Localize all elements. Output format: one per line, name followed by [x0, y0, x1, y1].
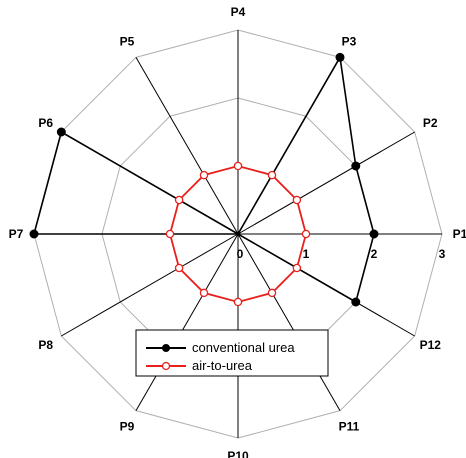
- axis-label-p1: P1: [453, 227, 466, 241]
- tick-label-3: 3: [439, 247, 446, 261]
- axis-line-p5: [135, 57, 239, 235]
- axis-label-p5: P5: [120, 35, 135, 49]
- series-line-conventional-urea: [32, 54, 375, 304]
- axis-label-p4: P4: [231, 5, 246, 19]
- axis-label-p9: P9: [120, 419, 135, 433]
- axis-label-p11: P11: [339, 419, 360, 433]
- point-air-to-urea-p5: [199, 170, 209, 180]
- point-conventional-urea-p6: [56, 127, 66, 137]
- axis-label-p3: P3: [342, 35, 357, 49]
- tick-label-1: 1: [303, 247, 310, 261]
- legend-label-conventional-urea: conventional urea: [192, 340, 295, 355]
- point-air-to-urea-p9: [199, 288, 209, 298]
- point-air-to-urea-p11: [267, 288, 277, 298]
- axis-line-p9: [135, 233, 239, 411]
- axis-label-p10: P10: [227, 449, 249, 458]
- axis-labels: P1 P2 P3 P4 P5 P6 P7 P8 P9 P10 P11 P12: [9, 5, 466, 458]
- point-air-to-urea-p10: [233, 297, 243, 307]
- point-conventional-urea-p3: [335, 52, 345, 62]
- series: [29, 52, 379, 307]
- axis-label-p2: P2: [423, 116, 438, 130]
- axis-label-p7: P7: [9, 227, 24, 241]
- point-conventional-urea-p12: [351, 297, 361, 307]
- legend-marker-air-to-urea: [161, 361, 171, 371]
- axis-label-p8: P8: [38, 338, 53, 352]
- point-conventional-urea-p1: [369, 229, 379, 239]
- axis-line-p8: [61, 233, 239, 337]
- point-air-to-urea-p6: [174, 195, 184, 205]
- legend-marker-conventional-urea: [162, 344, 170, 352]
- legend: conventional urea air-to-urea: [135, 329, 329, 377]
- legend-entry-air-to-urea: air-to-urea: [146, 358, 253, 373]
- point-air-to-urea-p7: [165, 229, 175, 239]
- axis-line-p2: [237, 131, 415, 235]
- tick-labels: 0 1 2 3: [237, 247, 446, 261]
- legend-entry-conventional-urea: conventional urea: [146, 340, 295, 355]
- axis-label-p12: P12: [420, 338, 442, 352]
- tick-label-0: 0: [237, 247, 244, 261]
- point-air-to-urea-p8: [174, 263, 184, 273]
- axis-label-p6: P6: [38, 116, 53, 130]
- point-conventional-urea-p7: [29, 229, 39, 239]
- point-air-to-urea-p4: [233, 161, 243, 171]
- point-air-to-urea-p1: [301, 229, 311, 239]
- point-air-to-urea-p2: [292, 195, 302, 205]
- point-conventional-urea-p2: [351, 161, 361, 171]
- axis-line-p11: [237, 233, 341, 411]
- point-air-to-urea-p12: [292, 263, 302, 273]
- legend-label-air-to-urea: air-to-urea: [192, 358, 253, 373]
- point-air-to-urea-p3: [267, 170, 277, 180]
- tick-label-2: 2: [371, 247, 378, 261]
